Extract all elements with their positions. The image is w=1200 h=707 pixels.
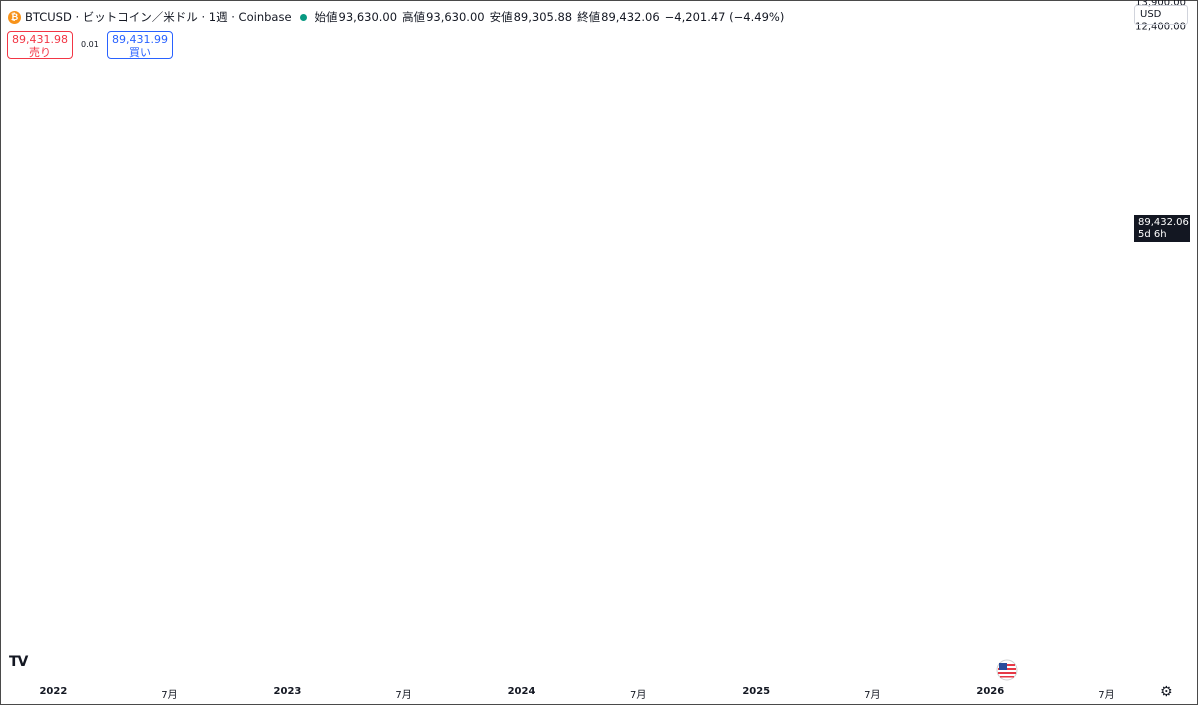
spread-value: 0.01 <box>81 40 99 49</box>
time-tick-label: 7月 <box>1098 690 1115 701</box>
close-label: 終値 <box>577 10 601 24</box>
high-value: 93,630.00 <box>426 10 485 24</box>
buy-label: 買い <box>129 46 151 59</box>
price-tick-label: 13,900.00 <box>1135 0 1186 9</box>
tradingview-logo-icon[interactable]: TV <box>9 654 28 670</box>
bitcoin-logo-icon: ₿ <box>8 10 21 24</box>
close-value: 89,432.06 <box>601 10 660 24</box>
price-chart[interactable]: 左ショルダーヘッド右ショルダー <box>0 0 1130 680</box>
last-price-badge: 89,432.06 5d 6h <box>1134 215 1190 242</box>
price-axis[interactable]: 200,000.00170,000.00150,000.00130,000.00… <box>1130 0 1198 680</box>
buy-button[interactable]: 89,431.99 買い <box>107 31 173 59</box>
buy-price: 89,431.99 <box>112 33 168 46</box>
time-tick-label: 7月 <box>161 690 178 701</box>
sell-label: 売り <box>29 46 51 59</box>
currency-selector[interactable]: USD <box>1134 5 1188 25</box>
time-tick-label: 2022 <box>39 686 68 697</box>
time-tick-label: 7月 <box>864 690 881 701</box>
time-tick-label: 2023 <box>273 686 302 697</box>
time-tick-label: 2025 <box>742 686 771 697</box>
last-price-value: 89,432.06 <box>1138 217 1189 228</box>
symbol-header: ₿ BTCUSD · ビットコイン／米ドル · 1週 · Coinbase 始値… <box>8 9 789 25</box>
settings-gear-icon[interactable]: ⚙ <box>1160 684 1173 700</box>
high-label: 高値 <box>402 10 426 24</box>
open-label: 始値 <box>314 10 338 24</box>
low-label: 安値 <box>489 10 513 24</box>
sell-button[interactable]: 89,431.98 売り <box>7 31 73 59</box>
bar-countdown: 5d 6h <box>1138 229 1167 240</box>
time-tick-label: 7月 <box>395 690 412 701</box>
us-flag-icon[interactable] <box>996 659 1018 681</box>
time-tick-label: 7月 <box>630 690 647 701</box>
symbol-title[interactable]: BTCUSD · ビットコイン／米ドル · 1週 · Coinbase <box>25 10 292 24</box>
change-value: −4,201.47 (−4.49%) <box>664 10 785 24</box>
time-tick-label: 2026 <box>976 686 1005 697</box>
price-tick-label: 12,400.00 <box>1135 21 1186 33</box>
open-value: 93,630.00 <box>338 10 398 24</box>
market-status-icon <box>299 13 307 21</box>
low-value: 89,305.88 <box>513 10 573 24</box>
sell-price: 89,431.98 <box>12 33 68 46</box>
time-tick-label: 2024 <box>507 686 536 697</box>
time-axis[interactable]: 2022 7月 2023 7月 2024 7月 2025 7月 2026 7月 <box>0 681 1130 703</box>
